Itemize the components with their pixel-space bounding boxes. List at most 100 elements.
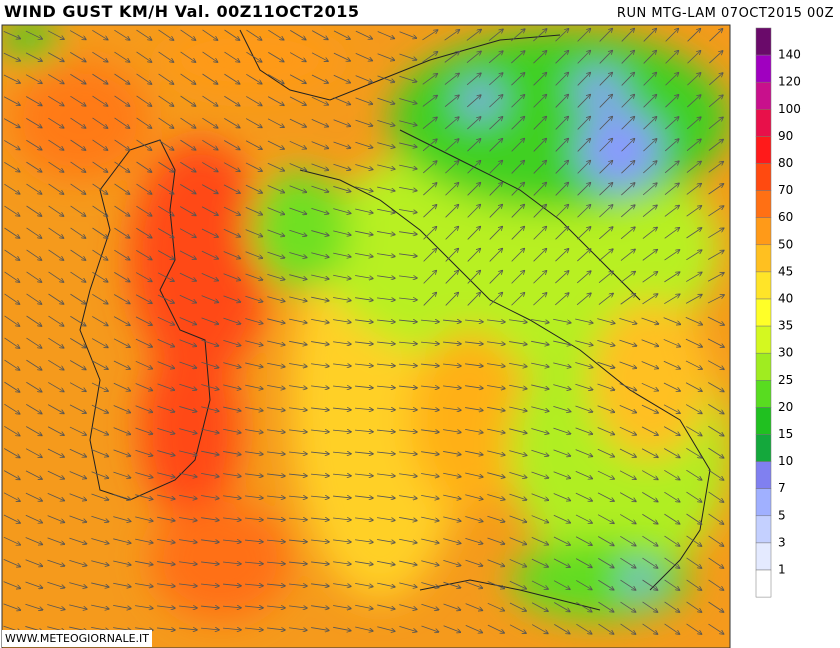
wind-arrow — [511, 293, 525, 306]
wind-arrow — [642, 205, 657, 218]
legend-label: 35 — [778, 319, 793, 333]
wind-arrow — [223, 317, 240, 324]
wind-arrow — [113, 538, 130, 543]
legend-swatch — [755, 407, 772, 435]
wind-arrow — [377, 452, 395, 454]
wind-arrow — [202, 51, 218, 62]
wind-arrow — [443, 364, 461, 366]
wind-arrow — [158, 95, 174, 106]
legend-label: 10 — [778, 454, 793, 468]
wind-arrow — [533, 29, 546, 42]
wind-arrow — [423, 205, 436, 218]
wind-arrow — [489, 73, 502, 86]
wind-arrow — [599, 51, 613, 64]
wind-arrow — [311, 141, 329, 149]
wind-arrow — [553, 340, 571, 345]
wind-arrow — [311, 119, 329, 126]
wind-arrow — [487, 581, 505, 589]
wind-arrow — [92, 271, 107, 282]
wind-arrow — [202, 139, 217, 149]
wind-arrow — [157, 405, 174, 412]
wind-arrow — [4, 161, 19, 171]
wind-arrow — [355, 53, 372, 60]
wind-arrow — [355, 230, 373, 235]
wind-arrow — [4, 293, 20, 304]
wind-arrow — [267, 430, 285, 433]
wind-arrow — [555, 95, 569, 108]
wind-arrow — [245, 362, 263, 367]
wind-arrow — [135, 316, 152, 325]
wind-arrow — [421, 538, 439, 543]
wind-arrow — [708, 579, 724, 590]
wind-arrow — [621, 29, 635, 42]
wind-arrow — [445, 249, 459, 262]
wind-arrow — [399, 31, 417, 38]
wind-arrow — [136, 95, 152, 106]
wind-arrow — [467, 293, 481, 306]
wind-arrow — [245, 229, 263, 237]
wind-arrow — [114, 205, 129, 216]
wind-arrow — [642, 492, 657, 501]
wind-arrow — [686, 161, 701, 173]
wind-arrow — [311, 52, 328, 61]
wind-arrow — [399, 320, 417, 322]
wind-arrow — [663, 426, 680, 436]
wind-arrow — [223, 206, 240, 215]
wind-arrow — [114, 183, 130, 194]
wind-arrow — [664, 469, 679, 479]
wind-arrow — [533, 117, 547, 130]
wind-arrow — [377, 120, 394, 125]
wind-arrow — [399, 276, 417, 278]
wind-arrow — [533, 95, 547, 108]
wind-arrow — [399, 53, 417, 60]
wind-arrow — [47, 515, 65, 523]
wind-arrow — [665, 29, 679, 42]
wind-arrow — [642, 513, 657, 523]
wind-arrow — [641, 382, 658, 390]
wind-arrow — [509, 493, 526, 500]
wind-arrow — [576, 623, 591, 634]
wind-arrow — [157, 294, 174, 303]
legend-swatch — [755, 488, 772, 517]
wind-arrow — [3, 118, 20, 128]
wind-arrow — [267, 118, 284, 127]
wind-arrow — [180, 51, 196, 62]
wind-arrow — [157, 272, 174, 281]
wind-arrow — [201, 250, 218, 259]
wind-arrow — [91, 582, 109, 587]
wind-arrow — [267, 540, 285, 542]
wind-arrow — [91, 538, 108, 544]
wind-arrow — [48, 139, 63, 150]
wind-arrow — [467, 139, 480, 152]
wind-arrow — [355, 430, 373, 432]
wind-arrow — [707, 273, 724, 282]
wind-arrow — [26, 205, 42, 216]
wind-arrow — [333, 430, 351, 432]
wind-arrow — [533, 161, 547, 174]
wind-arrow — [136, 205, 151, 216]
wind-arrow — [267, 628, 285, 630]
wind-arrow — [136, 161, 152, 172]
wind-arrow — [4, 183, 19, 194]
wind-arrow — [643, 29, 657, 42]
wind-arrow — [553, 536, 570, 545]
wind-arrow — [179, 339, 197, 347]
wind-arrow — [245, 540, 263, 542]
wind-arrow — [114, 95, 130, 106]
wind-arrow — [533, 183, 547, 196]
wind-arrow — [511, 271, 525, 284]
wind-arrow — [664, 448, 680, 457]
wind-arrow — [707, 360, 724, 370]
wind-arrow — [422, 139, 437, 152]
wind-arrow — [136, 73, 152, 84]
wind-arrow — [598, 249, 613, 262]
wind-arrow — [135, 538, 153, 543]
wind-arrow — [511, 51, 524, 64]
wind-arrow — [487, 537, 505, 544]
wind-arrow — [70, 315, 85, 326]
legend-swatch — [755, 54, 772, 83]
wind-arrow — [179, 562, 197, 564]
wind-arrow — [664, 206, 679, 217]
wind-arrow — [577, 183, 591, 196]
